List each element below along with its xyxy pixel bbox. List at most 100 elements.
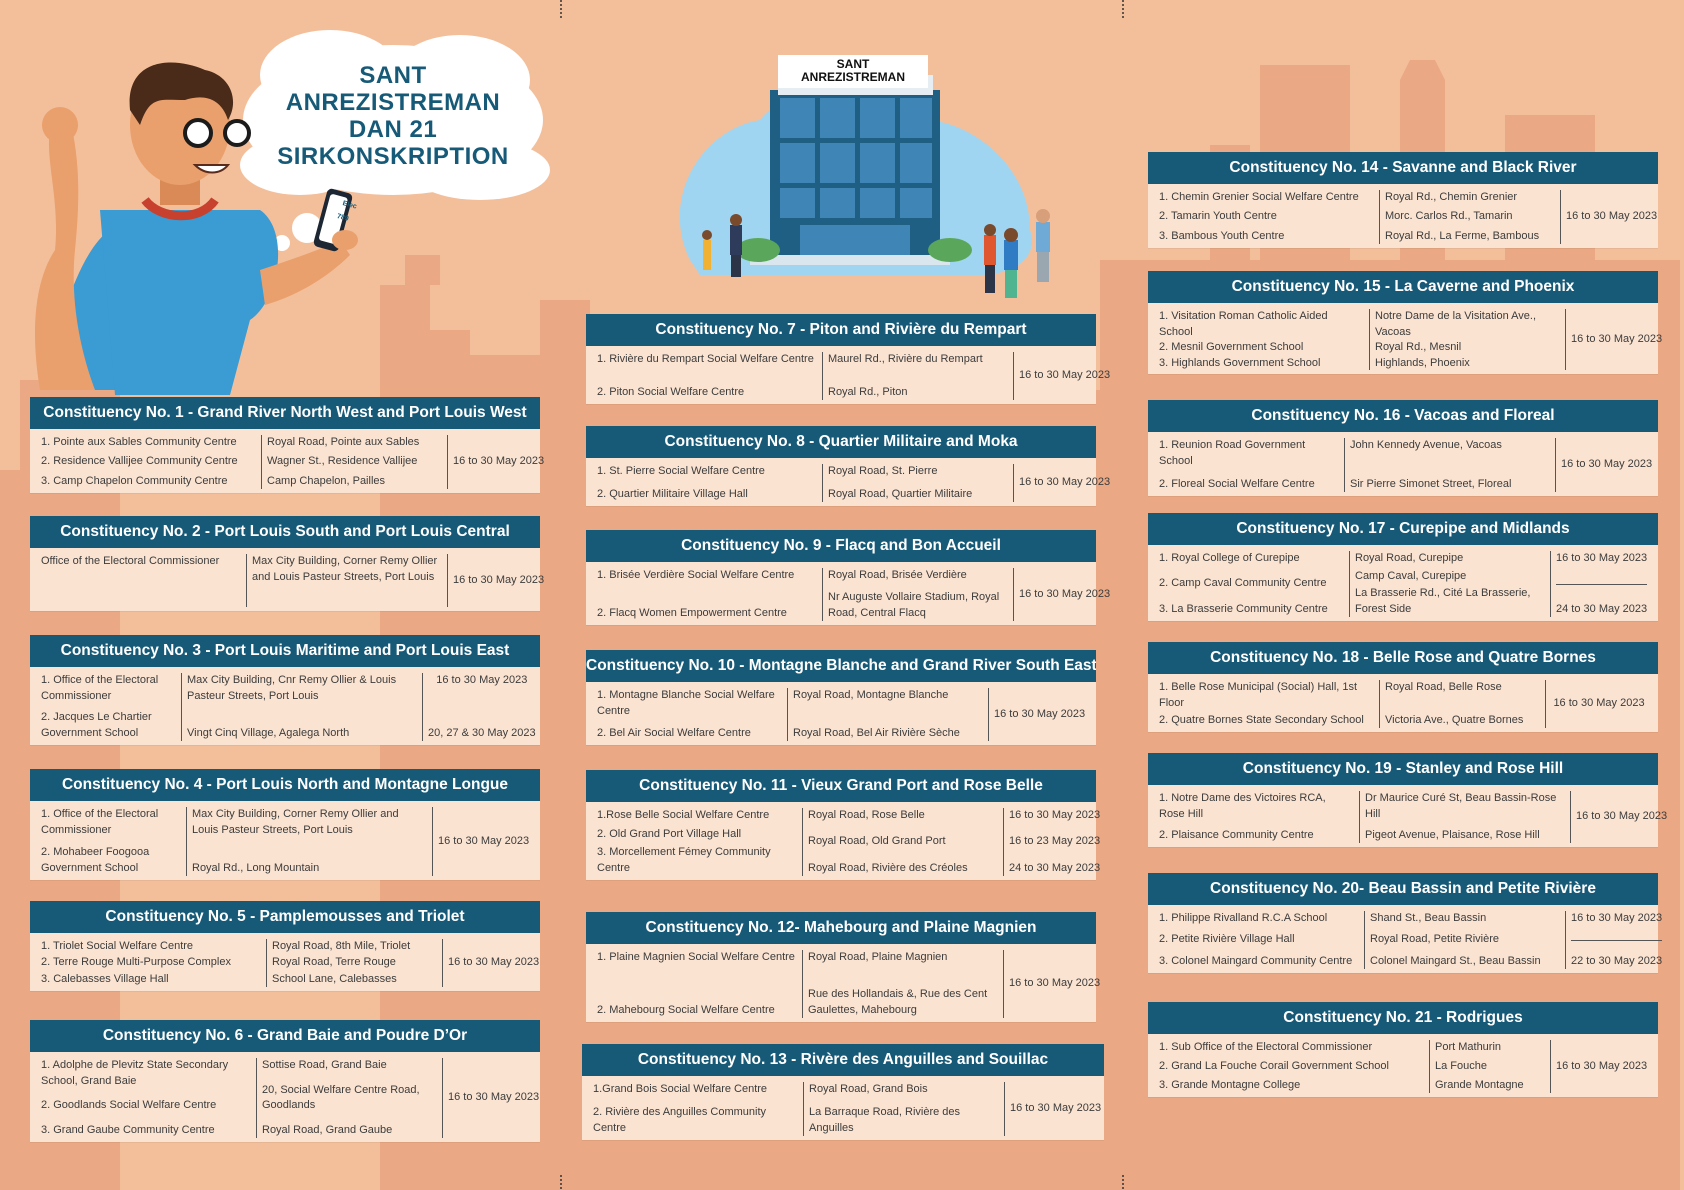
registration-date: 16 to 30 May 2023	[994, 707, 1086, 720]
constituency-card: Constituency No. 15 - La Caverne and Pho…	[1148, 271, 1662, 374]
registration-centre: 1. Belle Rose Municipal (Social) Hall, 1…	[1159, 681, 1358, 709]
registration-centre: 1. Reunion Road Government School	[1159, 439, 1306, 467]
constituency-card: Constituency No. 1 - Grand River North W…	[30, 397, 544, 493]
hero-title: SANT ANREZISTREMAN DAN 21 SIRKONSKRIPTIO…	[258, 62, 528, 170]
registration-date: 16 to 30 May 2023	[1019, 476, 1111, 489]
constituency-body: 1. Notre Dame des Victoires RCA, Rose Hi…	[1148, 785, 1667, 847]
people-illustration	[702, 209, 1050, 298]
registration-centre: 1. Triolet Social Welfare Centre	[41, 940, 194, 952]
registration-centre: 2. Mesnil Government School	[1159, 341, 1304, 353]
centre-address: Royal Road, Belle Rose	[1385, 681, 1502, 693]
registration-dates: 16 to 30 May 2023	[988, 688, 1090, 741]
registration-dates: 16 to 30 May 2023	[1550, 1040, 1652, 1093]
registration-centres: 1. Rivière du Rempart Social Welfare Cen…	[592, 352, 822, 400]
registration-centre: 2. Petite Rivière Village Hall	[1159, 933, 1295, 946]
centre-address: Royal Rd., Mesnil	[1375, 341, 1462, 353]
centre-addresses: Max City Building, Cnr Remy Ollier & Lou…	[181, 673, 422, 741]
centre-address: Max City Building, Corner Remy Ollier an…	[252, 555, 438, 583]
centre-address: Royal Road, Brisée Verdière	[828, 569, 967, 581]
registration-centre: 1. Pointe aux Sables Community Centre	[41, 436, 237, 448]
centre-address: Royal Road, St. Pierre	[828, 465, 938, 477]
centre-address: Royal Road, Curepipe	[1355, 552, 1464, 564]
constituency-card: Constituency No. 6 - Grand Baie and Poud…	[30, 1020, 540, 1142]
registration-centres: 1. Reunion Road Government School 2. Flor…	[1154, 438, 1344, 492]
centre-address: Royal Rd., Piton	[828, 385, 908, 398]
constituency-card: Constituency No. 14 - Savanne and Black …	[1148, 152, 1658, 248]
registration-centre: 2. Rivière des Anguilles Community Centr…	[593, 1106, 767, 1134]
centre-address: Nr Auguste Vollaire Stadium, Royal Road,…	[828, 591, 1000, 619]
registration-centre: 2. Quartier Militaire Village Hall	[597, 487, 748, 500]
constituency-title: Constituency No. 2 - Port Louis South an…	[30, 516, 540, 548]
building-sign-line: ANREZISTREMAN	[801, 70, 905, 84]
date-divider	[1556, 583, 1648, 585]
centre-address: Royal Rd., Chemin Grenier	[1385, 191, 1518, 203]
registration-centre: 3. Camp Chapelon Community Centre	[41, 474, 228, 487]
registration-centre: 2. Plaisance Community Centre	[1159, 828, 1314, 841]
centre-addresses: Royal Road, Grand Bois La Barraque Road, …	[803, 1082, 1004, 1136]
constituency-title: Constituency No. 12- Mahebourg and Plain…	[586, 912, 1096, 944]
registration-date: 24 to 30 May 2023	[1556, 602, 1648, 615]
constituency-title: Constituency No. 11 - Vieux Grand Port a…	[586, 770, 1096, 802]
registration-date: 16 to 30 May 2023	[453, 455, 545, 468]
constituency-card: Constituency No. 13 - Rivère des Anguill…	[582, 1044, 1104, 1140]
centre-addresses: Max City Building, Corner Remy Ollier an…	[246, 554, 447, 607]
registration-centre: 1. Office of the Electoral Commissioner	[41, 808, 159, 836]
registration-date: 16 to 30 May 2023	[1571, 912, 1663, 924]
constituency-title: Constituency No. 8 - Quartier Militaire …	[586, 426, 1096, 458]
registration-centre: 3. Grand Gaube Community Centre	[41, 1123, 215, 1136]
centre-addresses: Royal Road, Plaine Magnien Rue des Hollan…	[802, 950, 1003, 1018]
constituency-body: 1. Office of the Electoral Commissioner 2…	[30, 667, 540, 745]
date-divider	[1571, 939, 1663, 941]
registration-dates: 16 to 30 May 2023	[447, 435, 549, 489]
registration-centre: 2. Mahebourg Social Welfare Centre	[597, 1003, 775, 1016]
registration-centres: 1. Royal College of Curepipe 2. Camp Cava…	[1154, 551, 1349, 617]
registration-dates: 16 to 30 May 2023	[1555, 438, 1657, 492]
hero-title-line: DAN 21	[348, 116, 438, 143]
registration-dates: 16 to 30 May 2023 24 to 30 May 2023	[1550, 551, 1652, 617]
registration-dates: 16 to 30 May 2023 20, 27 & 30 May 2023	[422, 673, 541, 741]
registration-centre: 2. Old Grand Port Village Hall	[597, 827, 742, 840]
constituency-title: Constituency No. 5 - Pamplemousses and T…	[30, 901, 540, 933]
centre-address: La Brasserie Rd., Cité La Brasserie, For…	[1355, 587, 1531, 615]
registration-centre: 1. Philippe Rivalland R.C.A School	[1159, 912, 1328, 924]
registration-dates: 16 to 30 May 2023	[442, 939, 544, 987]
centre-address: Max City Building, Corner Remy Ollier an…	[192, 808, 399, 836]
constituency-card: Constituency No. 7 - Piton and Rivière d…	[586, 314, 1110, 404]
registration-centre: 1. Visitation Roman Catholic Aided Schoo…	[1159, 310, 1328, 338]
registration-centre: 1.Rose Belle Social Welfare Centre	[597, 809, 770, 821]
constituency-body: 1. Visitation Roman Catholic Aided Schoo…	[1148, 303, 1662, 374]
hero-title-line: SANT	[359, 62, 427, 89]
constituency-body: 1.Grand Bois Social Welfare Centre 2. Riv…	[582, 1076, 1104, 1140]
constituency-title: Constituency No. 15 - La Caverne and Pho…	[1148, 271, 1658, 303]
registration-date: 20, 27 & 30 May 2023	[428, 726, 536, 739]
constituency-card: Constituency No. 18 - Belle Rose and Qua…	[1148, 642, 1658, 732]
centre-address: Royal Road, Grand Bois	[809, 1083, 928, 1095]
registration-date: 16 to 30 May 2023	[448, 956, 540, 969]
registration-dates: 16 to 30 May 2023	[442, 1058, 544, 1138]
centre-address: Royal Road, Grand Gaube	[262, 1123, 393, 1136]
constituency-card: Constituency No. 4 - Port Louis North an…	[30, 769, 540, 880]
registration-centre: 2. Residence Vallijee Community Centre	[41, 455, 238, 468]
registration-dates: 16 to 30 May 2023	[1570, 791, 1672, 843]
registration-dates: 16 to 30 May 2023	[1004, 1082, 1106, 1136]
centre-address: Royal Road, Old Grand Port	[808, 835, 946, 848]
constituency-card: Constituency No. 9 - Flacq and Bon Accue…	[586, 530, 1110, 625]
registration-date: 16 to 30 May 2023	[1553, 697, 1645, 710]
registration-centre: 2. Goodlands Social Welfare Centre	[41, 1099, 217, 1111]
centre-address: Shand St., Beau Bassin	[1370, 912, 1487, 924]
constituency-body: 1. Reunion Road Government School 2. Flor…	[1148, 432, 1658, 496]
constituency-card: Constituency No. 21 - Rodrigues 1. Sub Of…	[1148, 1002, 1658, 1097]
constituency-card: Constituency No. 2 - Port Louis South an…	[30, 516, 544, 611]
centre-address: Royal Road, Rivière des Créoles	[808, 861, 968, 874]
centre-address: Notre Dame de la Visitation Ave., Vacoas	[1375, 310, 1537, 338]
centre-addresses: Royal Road, Curepipe Camp Caval, Curepipe…	[1349, 551, 1550, 617]
registration-centre: 1. St. Pierre Social Welfare Centre	[597, 465, 765, 477]
phone-label: Elec	[342, 200, 358, 211]
centre-addresses: Sottise Road, Grand Baie 20, Social Welfa…	[256, 1058, 442, 1138]
registration-dates: 16 to 30 May 2023	[1565, 309, 1667, 370]
constituency-title: Constituency No. 18 - Belle Rose and Qua…	[1148, 642, 1658, 674]
registration-centres: 1. Belle Rose Municipal (Social) Hall, 1…	[1154, 680, 1379, 728]
registration-centre: 1. Montagne Blanche Social Welfare Centr…	[597, 689, 775, 717]
centre-address: Royal Road, Montagne Blanche	[793, 689, 949, 701]
registration-centre: 2. Flacq Women Empowerment Centre	[597, 606, 787, 619]
